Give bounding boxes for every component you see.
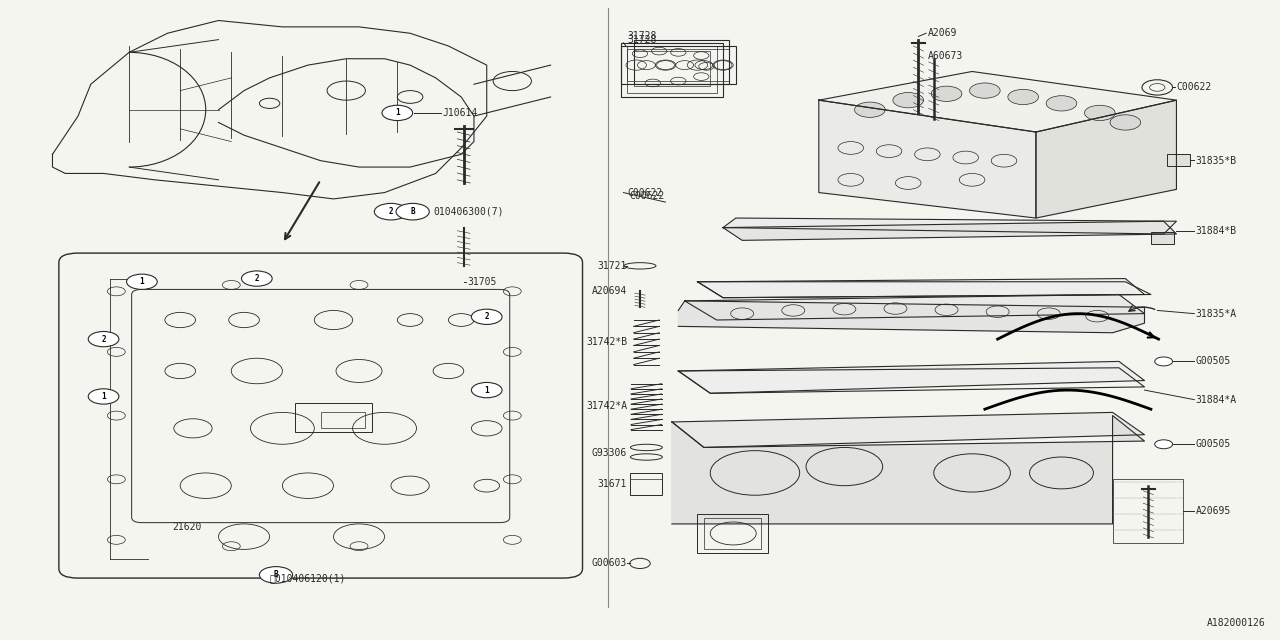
Text: 010406300(7): 010406300(7) [433, 207, 503, 217]
Polygon shape [685, 294, 1144, 320]
Bar [1167, 154, 1190, 166]
Polygon shape [723, 221, 1176, 241]
Circle shape [242, 271, 273, 286]
Circle shape [893, 93, 924, 108]
Text: A182000126: A182000126 [1207, 618, 1266, 628]
Bar [634, 51, 710, 86]
Circle shape [932, 86, 961, 101]
Text: 2: 2 [484, 312, 489, 321]
Text: 21620: 21620 [172, 522, 201, 532]
Text: G00603: G00603 [591, 559, 627, 568]
Circle shape [127, 274, 157, 289]
Text: 2: 2 [255, 274, 259, 283]
Circle shape [1110, 115, 1140, 130]
Bar [1151, 232, 1174, 244]
Circle shape [1155, 440, 1172, 449]
Text: C00622: C00622 [627, 188, 663, 198]
Text: J10614: J10614 [442, 108, 477, 118]
Text: 31721: 31721 [598, 261, 627, 271]
Text: 2: 2 [389, 207, 393, 216]
Text: B: B [411, 207, 415, 216]
Text: A2069: A2069 [928, 28, 956, 38]
Text: 31728: 31728 [627, 31, 657, 42]
Text: G00505: G00505 [1196, 439, 1231, 449]
Bar [634, 40, 730, 84]
Circle shape [88, 389, 119, 404]
Text: A20694: A20694 [591, 286, 627, 296]
Text: B: B [274, 570, 278, 579]
Circle shape [1007, 90, 1038, 104]
Text: G93306: G93306 [591, 447, 627, 458]
Text: Ⓑ010406120(1): Ⓑ010406120(1) [270, 573, 346, 583]
Circle shape [374, 204, 407, 220]
Text: 31835*B: 31835*B [1196, 156, 1236, 166]
Bar [627, 46, 717, 93]
Text: 31884*B: 31884*B [1196, 226, 1236, 236]
Circle shape [1155, 357, 1172, 366]
Text: C00622: C00622 [630, 191, 666, 201]
Polygon shape [1036, 100, 1176, 218]
Circle shape [1046, 96, 1076, 111]
Polygon shape [819, 72, 1176, 132]
Text: 31705: 31705 [467, 276, 497, 287]
Circle shape [396, 204, 429, 220]
Bar [621, 43, 723, 97]
Text: 31835*A: 31835*A [1196, 308, 1236, 319]
Polygon shape [698, 278, 1144, 298]
Text: 31728: 31728 [627, 35, 657, 45]
Text: 1: 1 [140, 277, 145, 286]
Bar [1112, 479, 1183, 543]
Polygon shape [672, 415, 1144, 524]
Circle shape [471, 309, 502, 324]
Text: 31671: 31671 [598, 479, 627, 489]
Circle shape [969, 83, 1000, 99]
Text: 31742*B: 31742*B [586, 337, 627, 348]
Bar [630, 473, 662, 495]
Circle shape [260, 566, 293, 583]
Circle shape [381, 105, 412, 120]
Text: G00505: G00505 [1196, 356, 1231, 367]
Text: A60673: A60673 [928, 51, 963, 61]
Circle shape [88, 332, 119, 347]
Text: 1: 1 [101, 392, 106, 401]
Circle shape [471, 383, 502, 397]
Polygon shape [723, 218, 1176, 234]
Polygon shape [672, 412, 1144, 447]
Bar [698, 515, 768, 552]
Bar [704, 518, 762, 549]
Text: 31742*A: 31742*A [586, 401, 627, 411]
Text: 2: 2 [101, 335, 106, 344]
Bar [621, 46, 736, 84]
Circle shape [1084, 105, 1115, 120]
Bar [296, 403, 371, 431]
Circle shape [855, 102, 886, 117]
Text: 1: 1 [396, 108, 399, 117]
Text: 31884*A: 31884*A [1196, 395, 1236, 404]
Polygon shape [819, 100, 1036, 218]
Bar [321, 412, 365, 428]
Polygon shape [678, 301, 1144, 333]
Bar [627, 49, 730, 81]
Text: C00622: C00622 [1176, 83, 1212, 92]
Polygon shape [678, 362, 1144, 394]
Text: 1: 1 [484, 385, 489, 395]
Text: A20695: A20695 [1196, 506, 1231, 516]
